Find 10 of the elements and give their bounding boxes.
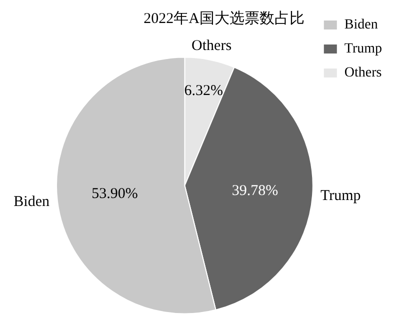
legend-label: Trump [344, 42, 382, 57]
slice-label: Others [192, 38, 232, 54]
data-label: 53.90% [92, 186, 138, 202]
legend-label: Others [344, 66, 382, 81]
legend-label: Biden [344, 18, 378, 33]
slice-label: Trump [320, 188, 361, 204]
data-label: 6.32% [184, 83, 224, 100]
chart-title: 2022年A国大选票数占比 [144, 10, 304, 27]
slice-label: Biden [14, 194, 50, 210]
data-label: 39.78% [232, 182, 278, 199]
